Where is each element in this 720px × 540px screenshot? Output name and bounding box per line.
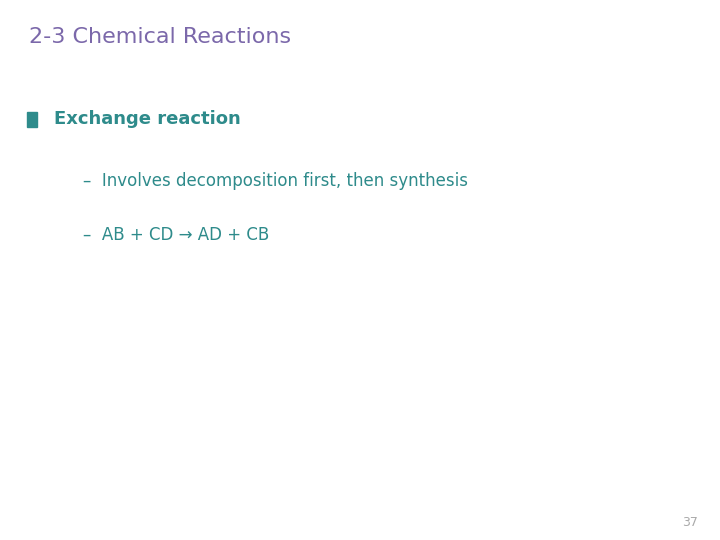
Bar [27,112,37,127]
Text: 37: 37 [683,516,698,529]
Text: –  Involves decomposition first, then synthesis: – Involves decomposition first, then syn… [83,172,468,190]
Text: Exchange reaction: Exchange reaction [54,110,240,128]
Text: 2-3 Chemical Reactions: 2-3 Chemical Reactions [29,27,291,47]
Text: –  AB + CD → AD + CB: – AB + CD → AD + CB [83,226,269,244]
